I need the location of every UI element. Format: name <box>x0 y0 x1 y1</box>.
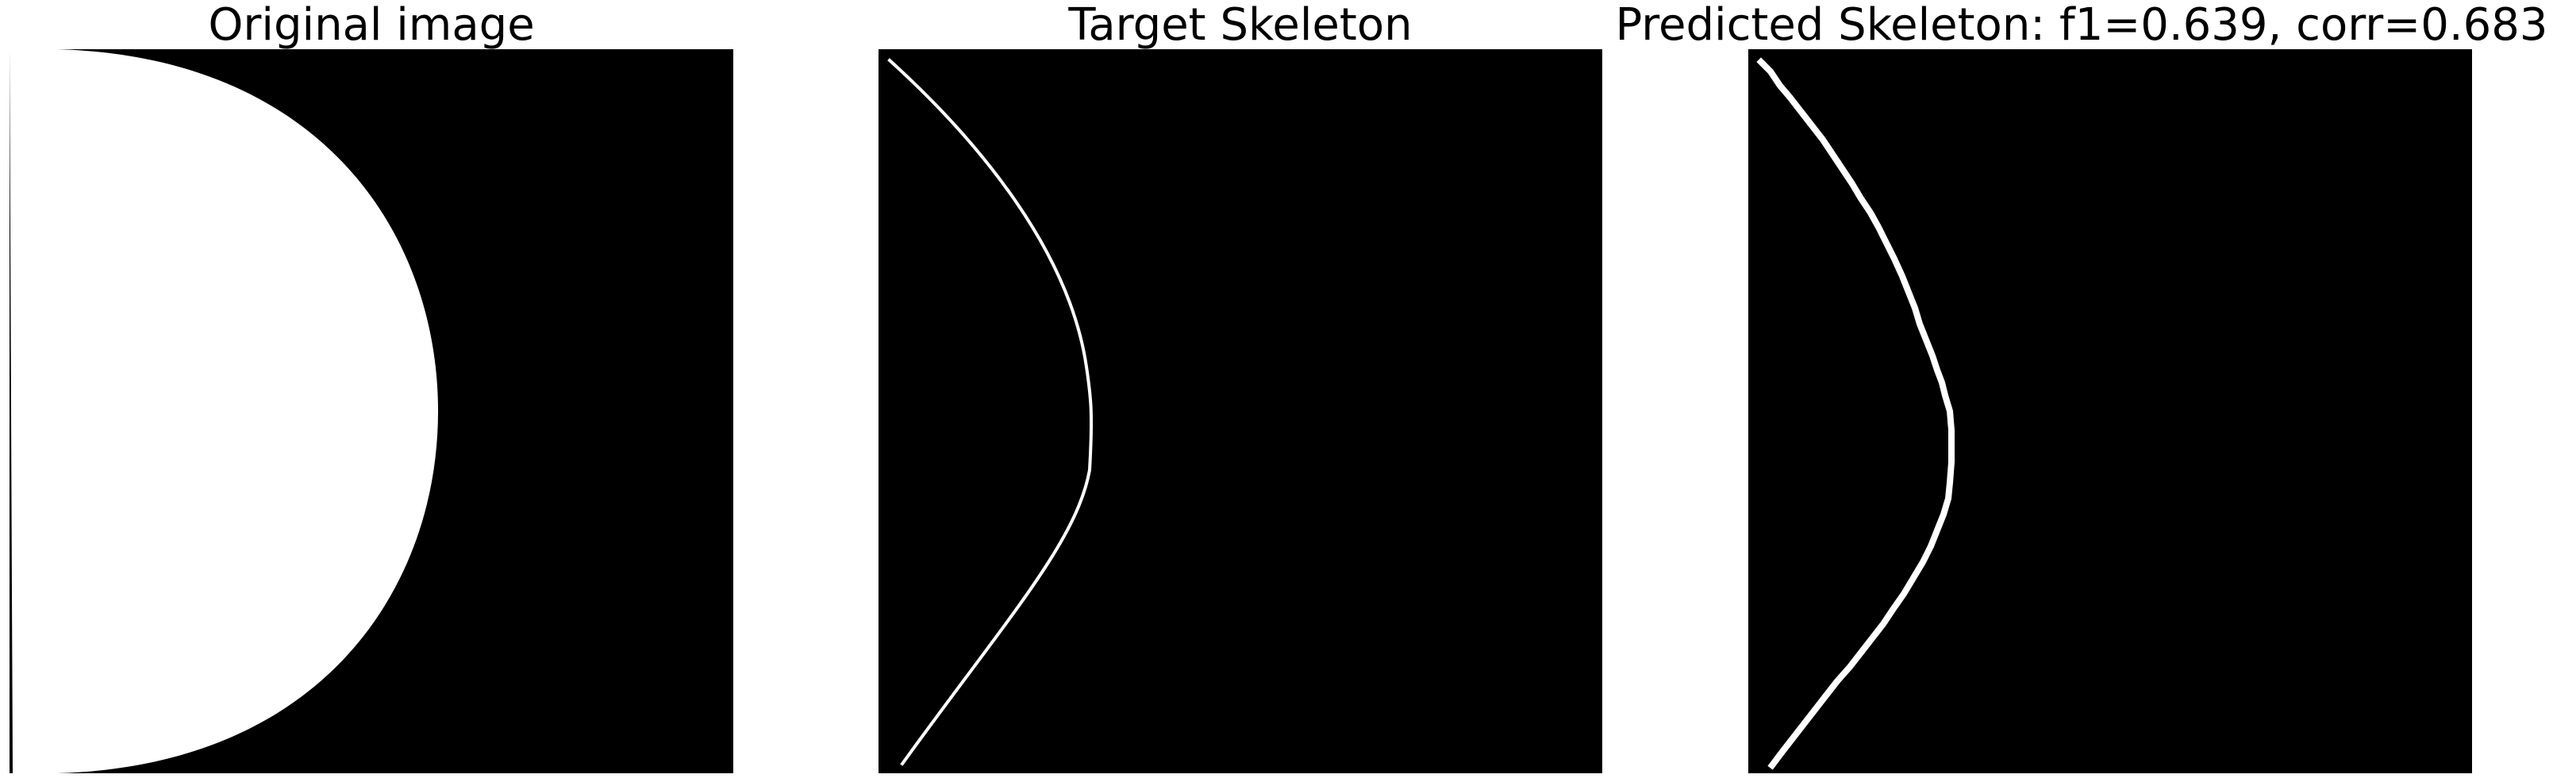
predicted-skeleton-canvas <box>1748 49 2472 773</box>
original-image-canvas <box>10 49 733 773</box>
predicted-skeleton-title: Predicted Skeleton: f1=0.639, corr=0.683 <box>1615 0 2548 51</box>
predicted-skeleton-panel <box>1748 49 2472 773</box>
original-image-shape <box>10 49 438 773</box>
target-skeleton-background <box>879 49 1602 773</box>
predicted-skeleton-background <box>1748 49 2472 773</box>
target-skeleton-panel <box>879 49 1602 773</box>
target-skeleton-title: Target Skeleton <box>1068 0 1413 51</box>
target-skeleton-curve <box>887 58 1094 766</box>
predicted-skeleton-curve <box>1756 57 1955 770</box>
original-image-panel <box>10 49 733 773</box>
target-skeleton-canvas <box>879 49 1602 773</box>
original-image-title: Original image <box>208 0 535 51</box>
